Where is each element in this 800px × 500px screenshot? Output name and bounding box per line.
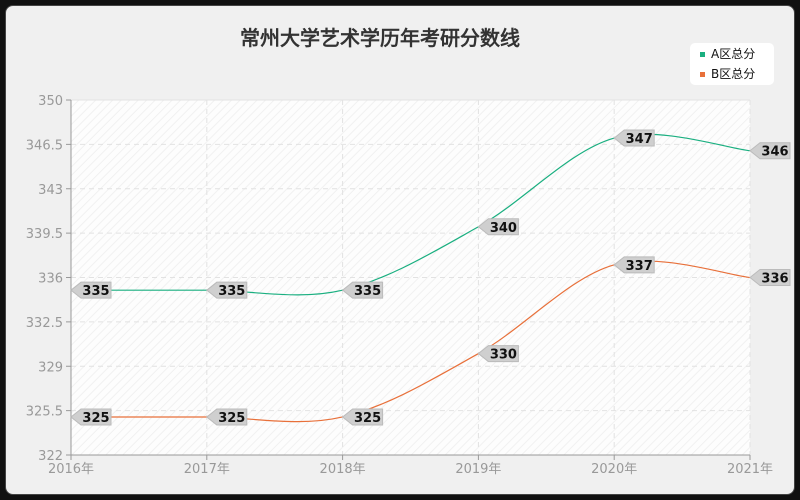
x-tick-label: 2020年 xyxy=(591,462,637,477)
data-label: 325 xyxy=(218,411,245,426)
legend-label-a: A区总分 xyxy=(711,47,756,61)
data-label: 335 xyxy=(218,284,245,299)
data-label: 335 xyxy=(354,284,381,299)
y-tick-label: 336 xyxy=(38,272,63,287)
data-label-bg xyxy=(749,142,791,160)
data-label: 330 xyxy=(490,348,517,363)
data-label-bg xyxy=(613,129,655,147)
data-label-bg xyxy=(613,256,655,274)
y-tick-label: 325.5 xyxy=(26,405,63,420)
data-label: 347 xyxy=(626,132,653,147)
y-tick-label: 329 xyxy=(38,360,63,375)
x-tick-label: 2018年 xyxy=(320,462,366,477)
legend: A区总分 B区总分 xyxy=(690,43,774,85)
data-label-bg xyxy=(205,408,248,426)
y-tick-label: 322 xyxy=(38,449,63,464)
data-label: 337 xyxy=(626,259,653,274)
y-tick-label: 350 xyxy=(38,94,63,109)
data-label-bg xyxy=(477,218,519,236)
chart-title: 常州大学艺术学历年考研分数线 xyxy=(240,26,520,50)
data-label-bg xyxy=(70,281,112,299)
data-label: 335 xyxy=(82,284,109,299)
x-tick-label: 2021年 xyxy=(727,462,773,477)
data-label: 340 xyxy=(490,221,517,236)
legend-swatch-a xyxy=(700,52,705,57)
legend-swatch-b xyxy=(700,72,705,77)
plot-area xyxy=(71,100,750,455)
data-label-bg xyxy=(749,269,791,286)
y-tick-label: 332.5 xyxy=(26,316,63,331)
x-tick-label: 2019年 xyxy=(455,462,501,477)
legend-item-a[interactable]: A区总分 xyxy=(690,45,774,63)
y-tick-label: 339.5 xyxy=(26,227,63,242)
legend-item-b[interactable]: B区总分 xyxy=(690,65,774,83)
x-tick-label: 2017年 xyxy=(184,462,230,477)
data-label-bg xyxy=(341,281,384,299)
data-label: 325 xyxy=(82,411,109,426)
data-label-bg xyxy=(477,345,519,363)
data-label: 336 xyxy=(761,272,788,287)
legend-label-b: B区总分 xyxy=(711,67,756,81)
data-label-bg xyxy=(341,408,384,426)
data-label-bg xyxy=(205,281,248,299)
y-tick-label: 343 xyxy=(38,183,63,198)
y-tick-label: 346.5 xyxy=(26,138,63,153)
x-tick-label: 2016年 xyxy=(48,462,94,477)
data-label: 325 xyxy=(354,411,381,426)
data-label: 346 xyxy=(761,145,788,160)
data-label-bg xyxy=(70,408,112,426)
